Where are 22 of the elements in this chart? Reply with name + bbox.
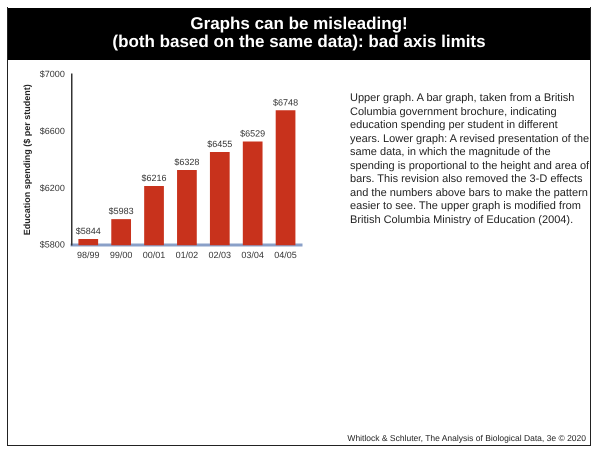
x-tick-label: 03/04	[241, 250, 264, 260]
text: Whitlock & Schluter, The Analysis of Biological Data, 3e © 2020	[347, 433, 586, 443]
x-tick-label: 04/05	[274, 250, 297, 260]
data-label: $6529	[240, 128, 266, 138]
x-tick-label: 02/03	[208, 250, 232, 260]
x-tick-label: 00/01	[142, 250, 166, 260]
data-label: $5983	[108, 206, 134, 216]
y-tick-label: $7000	[40, 68, 65, 79]
data-label: $5844	[76, 226, 101, 236]
x-tick-label: 01/02	[176, 250, 198, 260]
x-tick-label: 99/00	[110, 250, 132, 260]
x-tick-label: 98/99	[77, 250, 100, 260]
data-label: $6328	[174, 157, 200, 168]
text: Upper graph. A bar graph, taken from a British Columbia government brochure, indicating education spending per student in different years. Lower graph: A revised presentation of the same data, in which the magnitude of the spending is proportional to the height and area of bars. This revision also removed the 3-D effects and the numbers above bars to make the pattern easier to see. The upper graph is modified from British Columbia Ministry of Education (2004).	[350, 92, 590, 226]
y-tick-label: $6600	[40, 126, 65, 136]
y-axis-title: Education spending ($ per student)	[22, 84, 32, 236]
chart-title: Graphs can be misleading! (both based on the same data): bad axis limits	[8, 8, 590, 60]
data-label: $6455	[207, 138, 232, 149]
data-label: $6748	[273, 97, 298, 108]
data-label: $6216	[142, 172, 167, 183]
y-tick-label: $6200	[40, 182, 65, 193]
y-tick-label: $5800	[40, 240, 65, 250]
